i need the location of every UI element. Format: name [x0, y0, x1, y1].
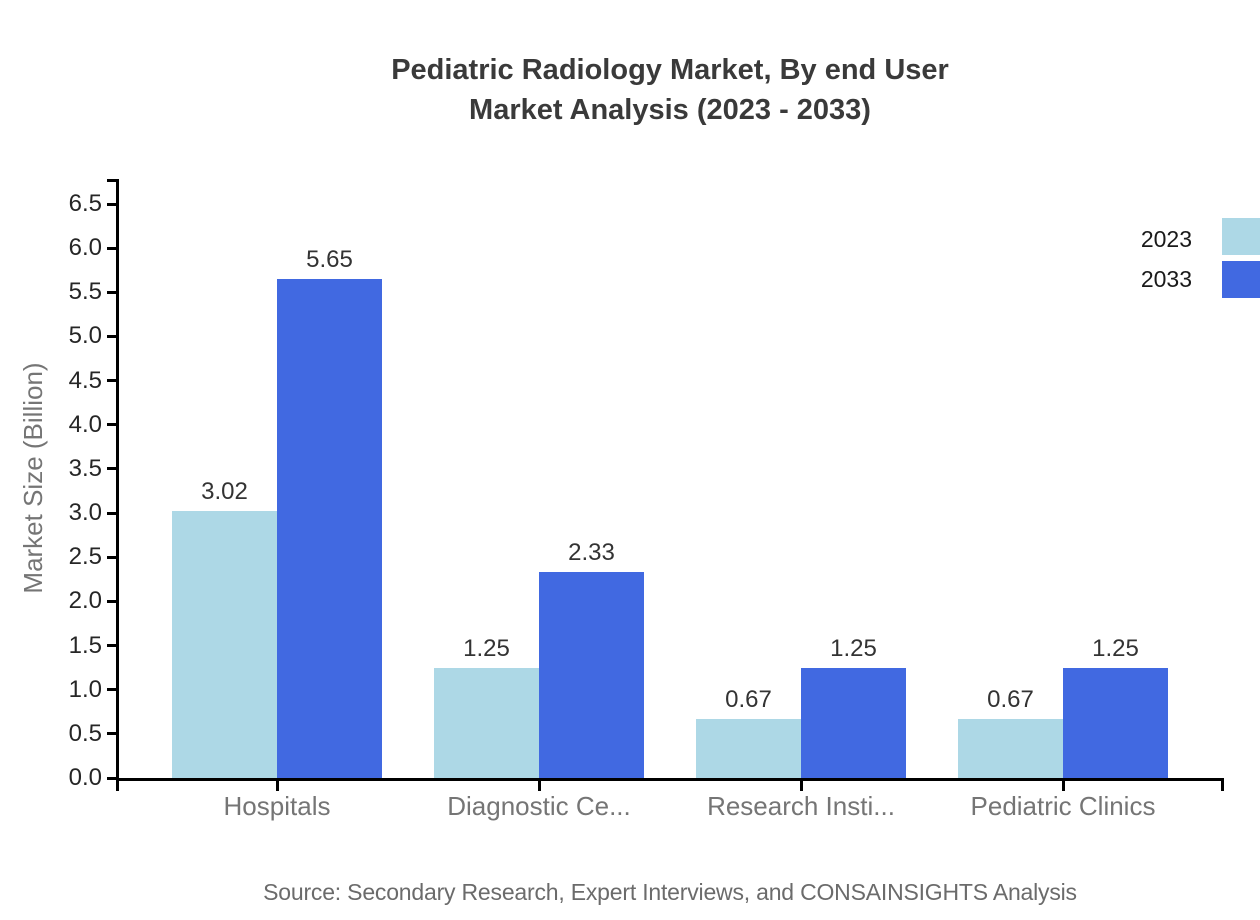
bar-2023 — [696, 718, 801, 778]
y-axis-top-cap-tick — [107, 179, 118, 182]
y-tick-label: 0.0 — [68, 764, 102, 791]
bar-2023 — [172, 511, 277, 778]
y-tick-label: 2.0 — [68, 587, 102, 615]
y-tick-mark — [107, 334, 118, 338]
bar-value-label: 1.25 — [830, 634, 877, 662]
y-tick-mark — [107, 776, 118, 780]
y-tick-mark — [107, 423, 118, 427]
bar-value-label: 3.02 — [201, 478, 248, 506]
y-tick-mark — [107, 644, 118, 648]
y-tick-mark — [107, 555, 118, 559]
bar-value-label: 2.33 — [568, 539, 615, 567]
chart-title-line2: Market Analysis (2023 - 2033) — [469, 94, 871, 126]
y-tick-mark — [107, 688, 118, 692]
x-axis-end-cap-tick — [1221, 778, 1224, 791]
bar-value-label: 1.25 — [463, 634, 510, 662]
chart-title-line1: Pediatric Radiology Market, By end User — [391, 54, 949, 86]
y-tick-mark — [107, 246, 118, 250]
legend-swatch-2033-icon — [1222, 261, 1260, 298]
y-tick-mark — [107, 599, 118, 603]
bar-value-label: 0.67 — [725, 685, 772, 713]
y-tick-mark — [107, 290, 118, 294]
bar-2033 — [539, 572, 644, 778]
bar-2033 — [277, 279, 382, 778]
y-tick-label: 3.5 — [68, 454, 102, 482]
x-tick-mark — [275, 778, 279, 791]
x-tick-mark — [1061, 778, 1065, 791]
y-tick-mark — [107, 732, 118, 736]
y-tick-label: 4.0 — [68, 410, 102, 438]
bar-value-label: 1.25 — [1092, 634, 1139, 662]
y-tick-label: 5.5 — [68, 278, 102, 306]
y-tick-label: 1.5 — [68, 631, 102, 659]
x-category-label: Pediatric Clinics — [970, 791, 1156, 821]
x-axis-start-cap-tick — [116, 778, 119, 791]
legend-swatch-2023-icon — [1222, 218, 1260, 255]
x-category-label: Hospitals — [223, 791, 331, 821]
x-category-label: Research Insti... — [707, 791, 895, 821]
legend-label-2023: 2023 — [1140, 226, 1192, 252]
y-tick-label: 3.0 — [68, 499, 102, 527]
y-tick-label: 6.0 — [68, 234, 102, 262]
bar-value-label: 0.67 — [987, 685, 1034, 713]
bar-2023 — [434, 667, 539, 778]
x-tick-mark — [799, 778, 803, 791]
bar-2033 — [801, 667, 906, 778]
bar-value-label: 5.65 — [306, 246, 353, 274]
source-note: Source: Secondary Research, Expert Inter… — [263, 879, 1077, 905]
x-axis-line — [116, 778, 1224, 781]
x-tick-mark — [537, 778, 541, 791]
y-tick-mark — [107, 467, 118, 471]
y-tick-mark — [107, 511, 118, 515]
y-tick-mark — [107, 202, 118, 206]
bar-2023 — [958, 718, 1063, 778]
y-tick-label: 6.5 — [68, 190, 102, 217]
y-tick-mark — [107, 379, 118, 383]
y-tick-label: 4.5 — [68, 366, 102, 394]
y-tick-label: 2.5 — [68, 543, 102, 571]
y-tick-label: 0.5 — [68, 719, 102, 747]
y-axis-line — [116, 179, 119, 781]
y-tick-label: 5.0 — [68, 322, 102, 350]
bar-2033 — [1063, 667, 1168, 778]
legend-label-2033: 2033 — [1140, 266, 1192, 292]
y-tick-label: 1.0 — [68, 675, 102, 703]
x-category-label: Diagnostic Ce... — [447, 791, 631, 821]
chart-title: Pediatric Radiology Market, By end User … — [118, 50, 1222, 130]
